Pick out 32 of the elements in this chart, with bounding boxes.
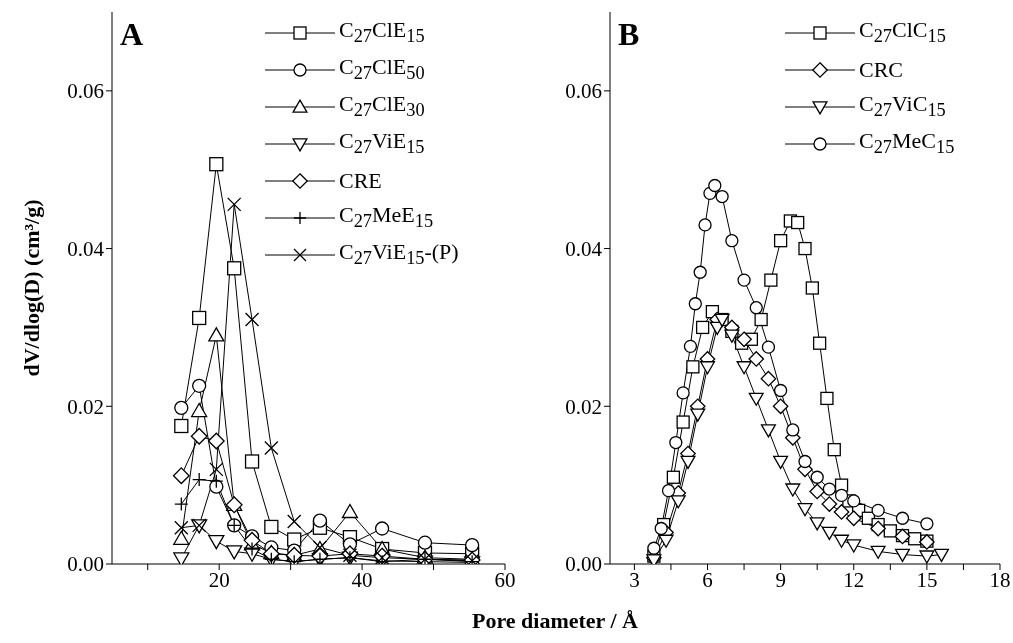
legend-label: C$_{27}$ViE$_{15}$	[339, 128, 425, 159]
y-tick-label: 0.06	[565, 79, 602, 104]
y-axis-title: dV/dlog(D) (cm³/g)	[19, 199, 45, 377]
legend-label: C$_{27}$ClE$_{30}$	[339, 91, 425, 122]
legend-label: C$_{27}$ClC$_{15}$	[859, 17, 946, 48]
x-tick-label: 3	[629, 567, 640, 592]
legend-label: CRE	[339, 167, 382, 194]
legend-label: CRC	[859, 56, 904, 83]
x-axis-title: Pore diameter / Å	[471, 608, 639, 634]
legend-label: C$_{27}$ViE$_{15}$-(P)	[339, 239, 459, 270]
x-tick-label: 9	[775, 567, 786, 592]
x-tick-label: 40	[351, 567, 373, 592]
legend-label: C$_{27}$MeE$_{15}$	[339, 202, 434, 233]
x-tick-label: 18	[989, 567, 1011, 592]
y-tick-label: 0.02	[67, 394, 104, 419]
x-tick-label: 20	[208, 567, 230, 592]
y-tick-label: 0.02	[565, 394, 602, 419]
y-tick-label: 0.00	[565, 552, 602, 577]
annotation: B	[618, 16, 640, 53]
x-tick-label: 15	[916, 567, 938, 592]
legend-label: C$_{27}$ClE$_{15}$	[339, 17, 425, 48]
x-tick-label: 60	[494, 567, 516, 592]
legend-label: C$_{27}$MeC$_{15}$	[859, 128, 955, 159]
legend-label: C$_{27}$ViC$_{15}$	[859, 91, 946, 122]
x-tick-label: 6	[702, 567, 713, 592]
y-tick-label: 0.04	[565, 237, 603, 262]
x-tick-label: 12	[843, 567, 865, 592]
y-tick-label: 0.04	[67, 237, 105, 262]
annotation: A	[120, 16, 144, 53]
legend-label: C$_{27}$ClE$_{50}$	[339, 54, 425, 85]
y-tick-label: 0.06	[67, 79, 104, 104]
y-tick-label: 0.00	[67, 552, 104, 577]
